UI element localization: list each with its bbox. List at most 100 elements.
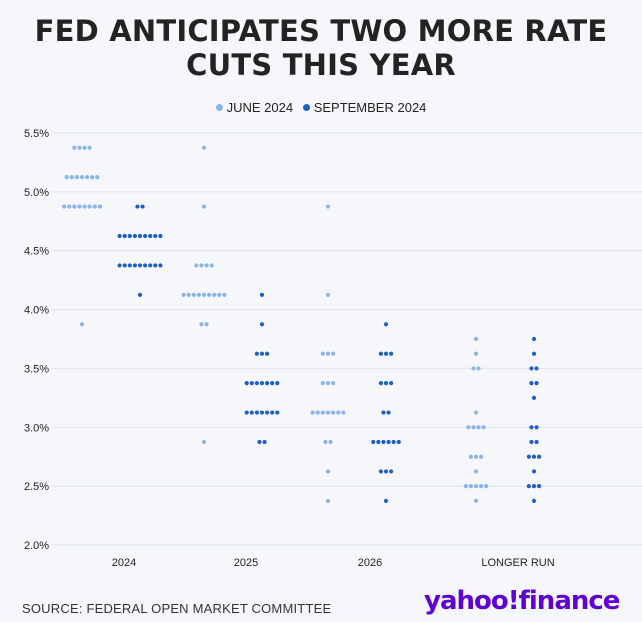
dot-june-2024	[325, 292, 331, 297]
dot-june-2024	[471, 366, 476, 371]
dot-june-2024	[484, 484, 489, 489]
dot-june-2024	[328, 439, 333, 445]
dot-june-2024	[473, 410, 479, 415]
dot-june-2024	[481, 425, 486, 430]
legend-label-september-2024: SEPTEMBER 2024	[313, 100, 427, 115]
dot-september-2024	[389, 351, 394, 356]
dot-june-2024	[476, 366, 481, 371]
dot-june-2024	[325, 204, 331, 209]
dot-june-2024	[207, 292, 212, 297]
dot-june-2024	[97, 204, 102, 209]
dot-september-2024	[265, 410, 270, 415]
dot-september-2024	[249, 410, 254, 415]
dot-june-2024	[191, 292, 196, 297]
dot-september-2024	[534, 381, 539, 386]
chart-legend: JUNE 2024 SEPTEMBER 2024	[0, 100, 642, 115]
dot-june-2024	[473, 351, 479, 356]
dot-september-2024	[378, 381, 383, 386]
dot-june-2024	[331, 351, 336, 356]
dot-june-2024	[323, 439, 328, 445]
dot-september-2024	[122, 233, 127, 239]
dot-june-2024	[331, 381, 336, 386]
dot-september-2024	[537, 454, 542, 459]
dot-june-2024	[72, 204, 77, 209]
dot-september-2024	[259, 381, 265, 386]
dot-september-2024	[143, 233, 148, 239]
dot-september-2024	[257, 439, 262, 445]
legend-item-june-2024: JUNE 2024	[215, 100, 293, 115]
dot-june-2024	[69, 175, 74, 180]
dot-june-2024	[325, 498, 331, 503]
dot-september-2024	[275, 410, 280, 415]
dot-september-2024	[531, 454, 537, 459]
dot-september-2024	[378, 351, 383, 356]
chart-title: FED ANTICIPATES TWO MORE RATE CUTS THIS …	[0, 14, 642, 82]
dot-june-2024	[310, 410, 315, 415]
dot-june-2024	[82, 204, 87, 209]
dot-june-2024	[82, 145, 87, 150]
dot-june-2024	[331, 410, 336, 415]
x-tick-label: LONGER RUN	[481, 557, 554, 569]
dot-september-2024	[153, 233, 158, 239]
dot-june-2024	[320, 351, 325, 356]
dot-june-2024	[77, 204, 82, 209]
dot-september-2024	[383, 469, 389, 474]
dot-june-2024	[194, 263, 199, 268]
dot-september-2024	[262, 439, 267, 445]
dot-june-2024	[64, 175, 69, 180]
dot-june-2024	[479, 484, 484, 489]
dot-june-2024	[222, 292, 227, 297]
dot-september-2024	[254, 410, 259, 415]
legend-marker-june-2024	[215, 104, 223, 111]
dot-september-2024	[396, 439, 401, 445]
dot-september-2024	[275, 381, 280, 386]
dot-september-2024	[531, 336, 537, 342]
dot-june-2024	[473, 484, 479, 489]
dot-september-2024	[531, 484, 537, 489]
dot-september-2024	[386, 410, 391, 415]
dot-june-2024	[201, 292, 207, 297]
dot-september-2024	[259, 292, 265, 297]
dot-june-2024	[67, 204, 72, 209]
dot-june-2024	[74, 175, 79, 180]
dot-september-2024	[383, 322, 389, 327]
dot-june-2024	[87, 145, 92, 150]
dot-june-2024	[87, 204, 92, 209]
dot-june-2024	[325, 351, 331, 356]
dot-june-2024	[90, 175, 95, 180]
dot-september-2024	[534, 425, 539, 430]
dot-september-2024	[529, 366, 534, 371]
dot-september-2024	[143, 263, 148, 268]
dot-september-2024	[371, 439, 376, 445]
legend-marker-september-2024	[302, 104, 310, 111]
dot-june-2024	[209, 263, 214, 268]
dot-june-2024	[201, 145, 207, 150]
dot-june-2024	[201, 204, 207, 209]
dot-september-2024	[529, 439, 534, 445]
dot-june-2024	[186, 292, 191, 297]
dot-june-2024	[204, 322, 209, 327]
dot-september-2024	[531, 469, 537, 474]
dot-september-2024	[249, 381, 254, 386]
y-tick-label: 2.0%	[24, 540, 49, 552]
chart-title-line-2: CUTS THIS YEAR	[186, 48, 456, 82]
dot-june-2024	[62, 204, 67, 209]
yahoo-finance-logo: yahoo!finance	[424, 586, 620, 616]
dot-september-2024	[534, 439, 539, 445]
dot-september-2024	[137, 263, 143, 268]
dot-september-2024	[389, 469, 394, 474]
y-tick-label: 2.5%	[24, 481, 49, 493]
dot-september-2024	[153, 263, 158, 268]
dot-september-2024	[137, 292, 143, 297]
dot-june-2024	[95, 175, 100, 180]
dot-september-2024	[254, 381, 259, 386]
dot-september-2024	[270, 381, 275, 386]
dot-september-2024	[529, 425, 534, 430]
dot-june-2024	[212, 292, 217, 297]
dot-june-2024	[336, 410, 341, 415]
dot-september-2024	[259, 322, 265, 327]
y-tick-label: 5.5%	[24, 128, 49, 140]
dot-september-2024	[140, 204, 145, 209]
dot-june-2024	[479, 454, 484, 459]
